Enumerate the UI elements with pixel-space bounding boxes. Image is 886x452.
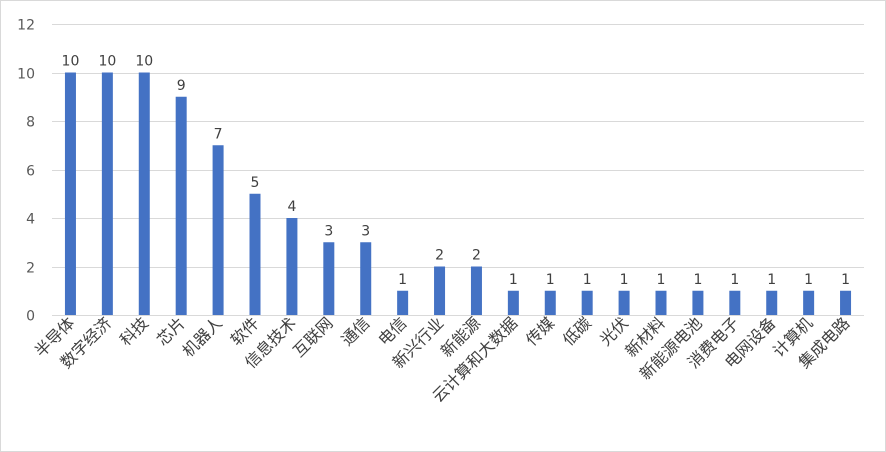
bar — [507, 290, 519, 315]
category-label: 科技 — [116, 313, 152, 349]
data-label: 1 — [730, 272, 739, 288]
bar — [286, 218, 298, 315]
data-label: 10 — [62, 54, 80, 70]
data-label: 1 — [398, 272, 407, 288]
bar — [544, 290, 556, 315]
y-tick-label: 2 — [26, 261, 35, 277]
bar — [840, 290, 852, 315]
data-label: 9 — [177, 78, 186, 94]
bar — [729, 290, 741, 315]
data-label: 1 — [693, 272, 702, 288]
bar — [618, 290, 630, 315]
bar — [249, 193, 261, 315]
bar — [323, 242, 335, 315]
data-label: 1 — [583, 272, 592, 288]
data-label: 3 — [324, 223, 333, 239]
y-tick-label: 10 — [17, 67, 35, 83]
data-label: 1 — [620, 272, 629, 288]
data-label: 1 — [841, 272, 850, 288]
data-label: 7 — [214, 126, 223, 142]
data-labels: 10 10 10 9 7 5 4 3 3 1 2 2 1 1 1 1 1 1 1 1 1 1 — [62, 54, 850, 288]
category-label: 互联网 — [289, 313, 336, 360]
bar — [655, 290, 667, 315]
bar — [581, 290, 593, 315]
y-tick-label: 6 — [26, 164, 35, 180]
data-label: 10 — [98, 54, 116, 70]
data-label: 5 — [251, 175, 260, 191]
bar — [397, 290, 409, 315]
data-label: 4 — [287, 199, 296, 215]
bar — [766, 290, 778, 315]
category-label: 机器人 — [179, 313, 226, 360]
bars — [64, 72, 852, 315]
bar — [434, 266, 446, 315]
data-label: 3 — [361, 223, 370, 239]
bar — [212, 145, 224, 315]
gridlines — [52, 24, 864, 316]
bar — [138, 72, 150, 315]
y-axis-ticks: 0 2 4 6 8 10 12 — [17, 18, 35, 325]
category-label: 通信 — [337, 313, 373, 349]
data-label: 1 — [804, 272, 813, 288]
data-label: 1 — [657, 272, 666, 288]
data-label: 10 — [135, 54, 153, 70]
bar — [692, 290, 704, 315]
bar — [64, 72, 76, 315]
data-label: 1 — [509, 272, 518, 288]
bar — [470, 266, 482, 315]
data-label: 2 — [435, 248, 444, 264]
data-label: 2 — [472, 248, 481, 264]
bar — [101, 72, 113, 315]
y-tick-label: 4 — [26, 212, 35, 228]
bar — [360, 242, 372, 315]
bar — [803, 290, 815, 315]
category-label: 低碳 — [559, 313, 595, 349]
bar — [175, 96, 187, 315]
data-label: 1 — [546, 272, 555, 288]
data-label: 1 — [767, 272, 776, 288]
y-tick-label: 8 — [26, 115, 35, 131]
category-label: 传媒 — [522, 313, 558, 349]
y-tick-label: 12 — [17, 18, 35, 34]
y-tick-label: 0 — [26, 309, 35, 325]
